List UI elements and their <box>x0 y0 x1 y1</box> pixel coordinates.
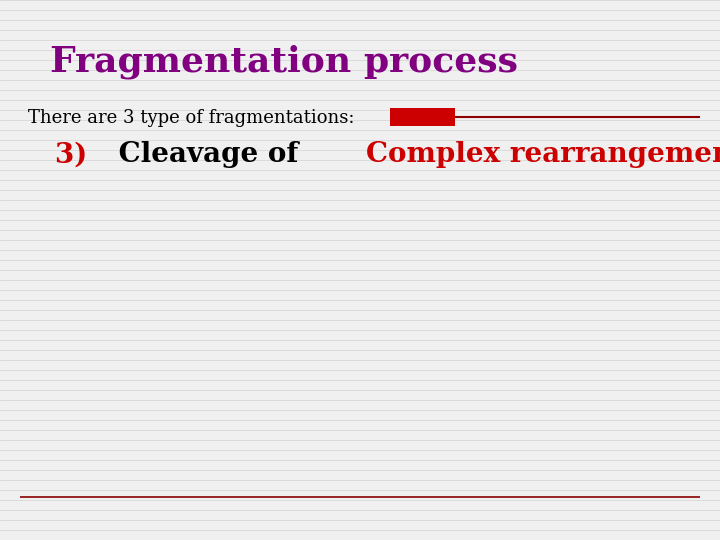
Text: 3): 3) <box>55 141 97 168</box>
Text: Fragmentation process: Fragmentation process <box>50 45 518 79</box>
Text: Cleavage of: Cleavage of <box>109 141 308 168</box>
Bar <box>390 108 455 126</box>
Text: There are 3 type of fragmentations:: There are 3 type of fragmentations: <box>28 109 354 127</box>
Text: Complex rearrangements: Complex rearrangements <box>366 141 720 168</box>
